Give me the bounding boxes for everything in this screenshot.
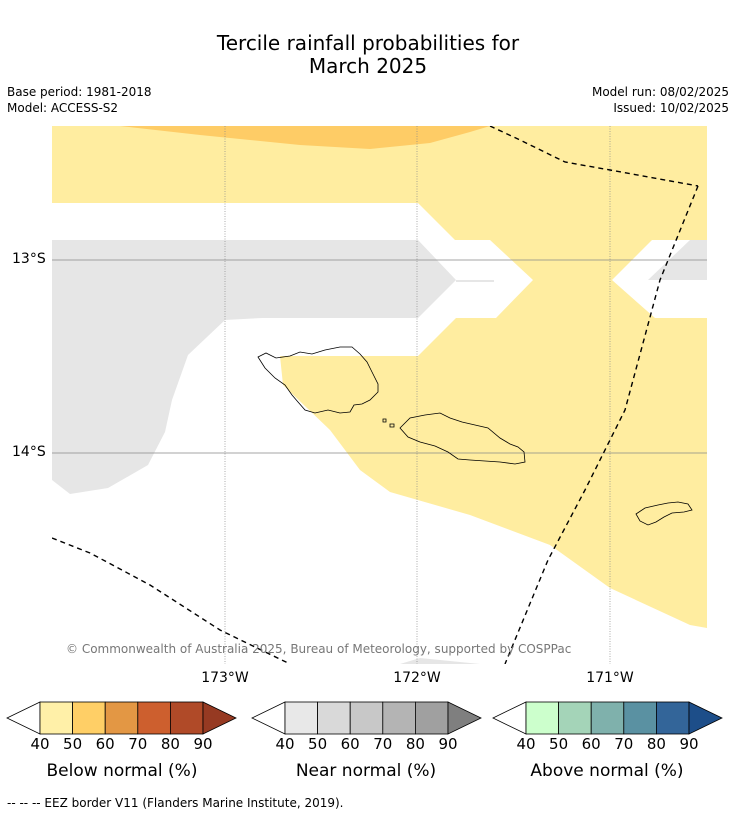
colorbar-near-under-arrow [251, 701, 286, 735]
colorbar-near-swatch [317, 701, 351, 735]
colorbar-above-tick-label: 40 [516, 735, 536, 753]
colorbar-below-tick-label: 70 [128, 735, 148, 753]
colorbar-above-tick-label: 70 [614, 735, 634, 753]
colorbar-below-tick-label: 60 [95, 735, 115, 753]
lat-label-13s: 13°S [12, 251, 46, 267]
colorbar-above-tick-label: 50 [549, 735, 569, 753]
colorbar-near-swatch [382, 701, 416, 735]
apolima-island-outline [389, 423, 395, 428]
colorbar-above-swatch [525, 701, 559, 735]
savaii-island-outline [257, 346, 379, 414]
colorbar-near-swatch [284, 701, 318, 735]
colorbar-above-over-arrow [688, 701, 723, 735]
lat-label-14s: 14°S [12, 444, 46, 460]
near-normal-40-sliver [456, 280, 494, 282]
colorbar-below-tick-label: 90 [193, 735, 213, 753]
near-normal-40-bottom [400, 658, 480, 664]
lon-label-172w: 172°W [393, 670, 441, 686]
upolu-island-outline [399, 412, 526, 465]
colorbar-below-swatch [137, 701, 171, 735]
colorbar-near-swatch [414, 701, 449, 735]
eez-legend-text: -- -- -- EEZ border V11 (Flanders Marine… [7, 796, 344, 810]
colorbar-above-tick-label: 80 [646, 735, 666, 753]
colorbar-below-over-arrow [202, 701, 237, 735]
colorbar-above-swatch [656, 701, 690, 735]
colorbar-below-tick-label: 50 [63, 735, 83, 753]
colorbar-below-swatch [169, 701, 204, 735]
colorbar-above-swatch [623, 701, 657, 735]
base-period-text: Base period: 1981-2018 [7, 85, 152, 99]
near-normal-40-region-west [52, 240, 456, 494]
colorbar-label-above: Above normal (%) [530, 761, 684, 781]
map-title-line2: March 2025 [308, 54, 428, 78]
colorbar-label-near: Near normal (%) [295, 761, 437, 781]
lon-label-171w: 171°W [586, 670, 634, 686]
colorbars [6, 701, 723, 735]
colorbar-near-tick-label: 70 [373, 735, 393, 753]
colorbar-below-tick-label: 80 [160, 735, 180, 753]
colorbar-near-over-arrow [447, 701, 482, 735]
colorbar-near-normal [251, 701, 482, 735]
colorbar-near-tick-label: 50 [308, 735, 328, 753]
colorbar-near-swatch [349, 701, 384, 735]
eez-border-southwest [52, 537, 291, 664]
manono-island-outline [382, 418, 387, 423]
colorbar-above-swatch [590, 701, 625, 735]
copyright-text: © Commonwealth of Australia 2025, Bureau… [66, 642, 572, 656]
eez-border-north [489, 126, 699, 187]
colorbar-above-tick-label: 90 [679, 735, 699, 753]
colorbar-above-tick-label: 60 [581, 735, 601, 753]
model-text: Model: ACCESS-S2 [7, 101, 119, 115]
colorbar-above-normal [492, 701, 723, 735]
colorbar-above-swatch [558, 701, 592, 735]
model-run-text: Model run: 08/02/2025 [591, 85, 729, 99]
colorbar-below-normal [6, 701, 237, 735]
colorbar-near-tick-label: 40 [275, 735, 295, 753]
colorbar-below-swatch [39, 701, 73, 735]
colorbar-label-below: Below normal (%) [46, 761, 198, 781]
below-normal-40-region [52, 126, 707, 628]
colorbar-below-under-arrow [6, 701, 41, 735]
colorbar-near-tick-label: 80 [405, 735, 425, 753]
map-title-line1: Tercile rainfall probabilities for [216, 31, 520, 55]
eez-border-east [504, 185, 699, 664]
colorbar-above-under-arrow [492, 701, 527, 735]
colorbar-near-tick-label: 60 [340, 735, 360, 753]
tutuila-island-outline [635, 501, 693, 526]
lon-label-173w: 173°W [201, 670, 249, 686]
colorbar-below-tick-label: 40 [30, 735, 50, 753]
colorbar-below-swatch [104, 701, 139, 735]
colorbar-near-tick-label: 90 [438, 735, 458, 753]
below-normal-50-region [120, 126, 490, 149]
issued-text: Issued: 10/02/2025 [613, 101, 729, 115]
colorbar-below-swatch [72, 701, 106, 735]
